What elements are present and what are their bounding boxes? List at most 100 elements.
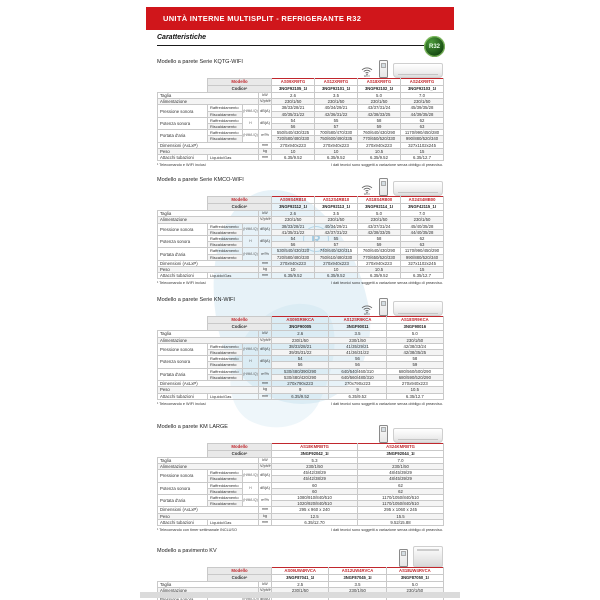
blank-cell bbox=[158, 197, 208, 204]
model-name: AS09UW4RVCA bbox=[271, 566, 330, 575]
model-code: 3NGF90016 bbox=[385, 323, 445, 332]
model-name: AS18SR9KCA bbox=[385, 316, 445, 325]
spec-row: Riscaldamento 45/42/38/29 48/45/39/29 bbox=[158, 475, 445, 483]
spec-row: Riscaldamento 720/580/480/330 750/610/480/… bbox=[158, 253, 445, 261]
section-title: Modello a parete KM LARGE bbox=[157, 423, 228, 430]
model-name: AS18S4RB00 bbox=[357, 196, 402, 205]
footnote-left: ¹ Telecomando e WIFI inclusi bbox=[157, 163, 206, 168]
unit-cell: mm bbox=[257, 392, 273, 400]
section-icons bbox=[379, 421, 443, 443]
spec-value-cell: 720/580/480/330 bbox=[271, 135, 316, 143]
unit-cell: dB(A) bbox=[257, 481, 273, 495]
table-footnotes: ¹ Telecomando e WIFI inclusi I dati tecni… bbox=[157, 402, 443, 406]
unit-cell: dB(A) bbox=[257, 355, 273, 369]
sections-container: Modello a parete Serie KQTG-WIFI WIFI Mode… bbox=[157, 56, 445, 600]
spec-row: Taglia kW 2.6 3.5 5.0 7.0 bbox=[157, 91, 445, 100]
section-header: Modello a parete Serie KMCO-WIFI WIFI bbox=[157, 174, 443, 197]
sub-label: Raffreddamento bbox=[207, 469, 243, 477]
modello-header: Modello bbox=[206, 78, 273, 86]
spec-row: Peso kg 10 10 10.5 15 bbox=[157, 266, 445, 274]
fan-speed-note: (H/M/L/Q) bbox=[242, 469, 259, 483]
spec-row: Riscaldamento 40/35/31/22 42/36/31/22 42/38… bbox=[158, 110, 445, 118]
spec-value-cell: 62 bbox=[400, 116, 445, 125]
model-name: AS18XR9TG bbox=[357, 78, 402, 86]
section-icons: WIFI bbox=[360, 174, 443, 197]
row-label: Attacchi tubazioni bbox=[157, 518, 208, 526]
unit-cell: m³/h bbox=[257, 493, 273, 508]
unit-cell: kW bbox=[257, 210, 273, 218]
unit-cell: dB(A) bbox=[257, 235, 273, 249]
spec-row: Taglia kW 5.3 7.0 bbox=[157, 456, 445, 464]
section-icons: WIFI bbox=[360, 294, 443, 317]
fan-speed-note: H bbox=[242, 116, 259, 131]
spec-value-cell: 48/45/39/29 bbox=[357, 475, 445, 483]
spec-value-cell: 750/610/480/330 bbox=[314, 253, 359, 261]
model-row: Modello AS09SR9KCA AS12SR9KCA AS18SR9KCA bbox=[158, 316, 445, 325]
row-label: Pressione sonora bbox=[157, 104, 208, 118]
codice-header: Codice¹ bbox=[206, 203, 273, 212]
spec-value-cell: 770/650/520/330 bbox=[357, 135, 402, 143]
blank-cell bbox=[158, 443, 208, 450]
fan-speed-note: (H/M/L/Q) bbox=[242, 222, 259, 237]
spec-value-cell: 15.5 bbox=[357, 512, 445, 520]
footnote-right: I dati tecnici sono soggetti a variazion… bbox=[330, 163, 443, 168]
spec-value-cell: 59 bbox=[385, 361, 445, 369]
spec-row: Riscaldamento 530/480/420/290 640/560/480/… bbox=[158, 373, 445, 382]
fan-speed-note: H bbox=[242, 355, 259, 369]
spec-value-cell: 990/880/520/340 bbox=[400, 135, 445, 143]
fan-speed-note: (H/M/L/Q) bbox=[242, 104, 259, 118]
model-row: Modello AS18KMRBTG AS24KMRBTG bbox=[158, 442, 445, 451]
unit-cell: kW bbox=[257, 91, 273, 100]
spec-row: Portata d'aria Raffreddamento (H/M/L/Q) m³/… bbox=[157, 367, 445, 382]
section-header: Modello a pavimento KV bbox=[157, 545, 443, 567]
code-row: Codice¹ 3NGF87041_1I 3NGF87045_1I 3NGF87050… bbox=[158, 573, 445, 582]
row-label: Portata d'aria bbox=[157, 367, 208, 382]
spec-section: Modello a parete Serie KQTG-WIFI WIFI Mode… bbox=[157, 56, 445, 168]
wall-unit-image bbox=[393, 301, 443, 317]
spec-value-cell: 62 bbox=[400, 235, 445, 243]
spec-value-cell: 6.35/9.52 bbox=[357, 154, 402, 162]
spec-value-cell: 15 bbox=[400, 147, 445, 156]
spec-value-cell: 327x1102x245 bbox=[400, 259, 445, 268]
code-row: Codice¹ 3NGF90005 3NGF90011 3NGF90016 bbox=[158, 323, 445, 332]
wifi-icon-glyph bbox=[361, 66, 373, 75]
unit-cell: dB(A) bbox=[257, 104, 273, 118]
spec-value-cell: 680/590/520/290 bbox=[385, 373, 445, 382]
spec-value-cell: 230/1/50 bbox=[400, 98, 445, 106]
spec-row: Riscaldamento 39/35/31/22 41/36/31/22 42/38… bbox=[158, 349, 445, 357]
fan-speed-note: (H/M/L/Q) bbox=[242, 367, 259, 382]
wall-unit-image bbox=[393, 427, 443, 443]
blank-cell bbox=[158, 450, 208, 457]
spec-value-cell: 6.35/12.7 bbox=[400, 154, 445, 162]
model-code: 3NGF92044_1I bbox=[357, 449, 445, 458]
spec-table: Modello AS09XR9TG AS12XR9TG AS18XR9TG AS24XR… bbox=[157, 78, 445, 162]
row-label: Attacchi tubazioni bbox=[157, 392, 208, 400]
spec-row: Portata d'aria Raffreddamento (H/M/L/Q) m³/… bbox=[157, 129, 445, 143]
remote-icon bbox=[399, 548, 408, 567]
model-name: AS18UW4RVCA bbox=[385, 566, 445, 575]
spec-table: Modello AS09S4RB10 AS12S4RB10 AS18S4RB00 AS2… bbox=[157, 196, 445, 280]
spec-row: Peso kg 12.5 15.5 bbox=[157, 512, 445, 520]
spec-row: Dimensioni (AxLxP) mm 295 x 960 x 240 295 x… bbox=[157, 506, 445, 514]
sub-label: Raffreddamento bbox=[207, 367, 243, 375]
spec-value-cell: 760/640/430/290 bbox=[357, 247, 402, 255]
table-footnotes: ¹ Telecomando con timer settimanale INCL… bbox=[157, 528, 443, 532]
modello-header: Modello bbox=[206, 442, 273, 451]
page-content: Caratteristiche Modello a parete Serie K… bbox=[157, 34, 445, 600]
spec-value-cell: 327x1102x245 bbox=[400, 141, 445, 149]
row-label: Pressione sonora bbox=[157, 469, 208, 483]
blank-cell bbox=[158, 317, 208, 324]
model-code: 3NGF87041_1I bbox=[271, 573, 330, 582]
fan-speed-note: (H/M/L/Q) bbox=[242, 129, 259, 143]
model-name: AS09SR9KCA bbox=[271, 316, 330, 325]
spec-value-cell: 720/580/480/330 bbox=[271, 253, 316, 261]
code-row: Codice¹ 3NGF92105_1I 3NGF92101_1I 3NGF92102… bbox=[158, 85, 445, 93]
spec-table: Modello AS09SR9KCA AS12SR9KCA AS18SR9KCA Cod… bbox=[157, 316, 445, 400]
spec-value-cell: 6.35/9.52 bbox=[314, 272, 359, 280]
spec-value-cell: 62 bbox=[357, 481, 445, 489]
sub-label: Riscaldamento bbox=[207, 487, 243, 495]
sub-label: Liquido/Gas bbox=[207, 272, 259, 280]
model-name: AS12UW4RVCA bbox=[328, 566, 387, 575]
